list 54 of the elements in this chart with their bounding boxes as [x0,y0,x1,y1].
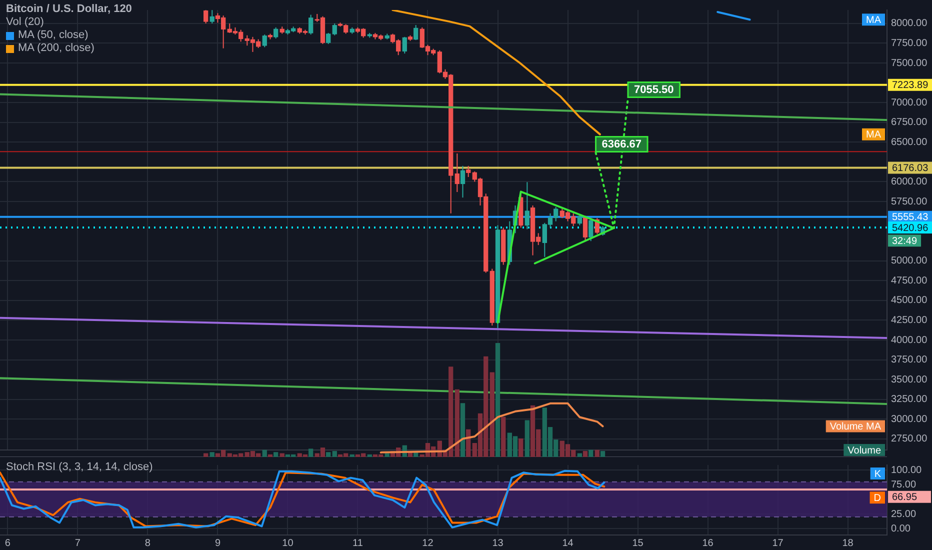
text: Volume MA [830,421,882,432]
text: D [874,492,882,504]
legend-label: MA (200, close) [18,42,94,55]
y-tick-label: 6000.00 [891,176,928,188]
x-tick-label: 12 [422,538,434,549]
y-tick-label: 7500.00 [891,58,928,69]
text: K [874,468,882,480]
y-tick-label: 6500.00 [891,136,928,148]
y-tick-label: 100.00 [891,465,922,476]
y-tick-label: 25.00 [891,508,916,520]
y-tick-label: 75.00 [891,480,916,491]
x-tick-label: 18 [842,538,854,549]
y-tick-label: 3500.00 [891,374,928,386]
annotation: MA [866,130,882,141]
x-tick-label: 14 [562,538,574,549]
y-tick-label: 4500.00 [891,295,928,306]
ref-line-label: 7223.89 [892,80,929,92]
x-tick-label: 9 [214,538,221,549]
y-tick-label: 3750.00 [891,354,928,366]
text: Volume [848,445,882,456]
y-tick-label: 4750.00 [891,275,928,286]
annotation: 6366.67 [602,138,642,151]
x-tick-label: 13 [492,538,504,549]
annotation: 7055.50 [634,84,674,96]
y-tick-label: 3000.00 [891,414,928,425]
x-tick-label: 15 [632,538,644,549]
legend-label: MA (50, close) [18,29,88,42]
ref-line-label: 66.95 [892,492,918,504]
y-tick-label: 5750.00 [891,196,928,208]
chart-title: Vol (20) [6,16,44,28]
x-tick-label: 6 [4,538,11,549]
x-tick-label: 16 [702,538,714,549]
y-tick-label: 4000.00 [891,334,928,346]
ref-line-label: 5555.43 [892,212,929,224]
x-tick-label: 17 [772,538,784,549]
y-tick-label: 7750.00 [891,38,928,49]
y-tick-label: 2750.00 [891,434,928,445]
y-tick-label: 8000.00 [891,18,928,30]
y-tick-label: 3250.00 [891,394,928,406]
y-tick-label: 5000.00 [891,256,928,267]
ref-line-label: 6176.03 [892,163,929,174]
y-tick-label: 4250.00 [891,314,928,326]
x-tick-label: 11 [352,538,364,549]
y-tick-label: 7000.00 [891,97,928,108]
chart-title: Stoch RSI (3, 3, 14, 14, close) [6,461,153,473]
x-tick-label: 10 [282,538,294,549]
y-tick-label: 6750.00 [891,117,928,128]
y-tick-label: 0.00 [891,523,911,534]
annotation: MA [866,14,882,26]
x-tick-label: 7 [74,538,81,549]
x-tick-label: 8 [144,538,151,549]
chart-title: Bitcoin / U.S. Dollar, 120 [6,3,132,15]
text: 32:49 [892,236,918,247]
ref-line-label: 5420.96 [892,222,929,234]
